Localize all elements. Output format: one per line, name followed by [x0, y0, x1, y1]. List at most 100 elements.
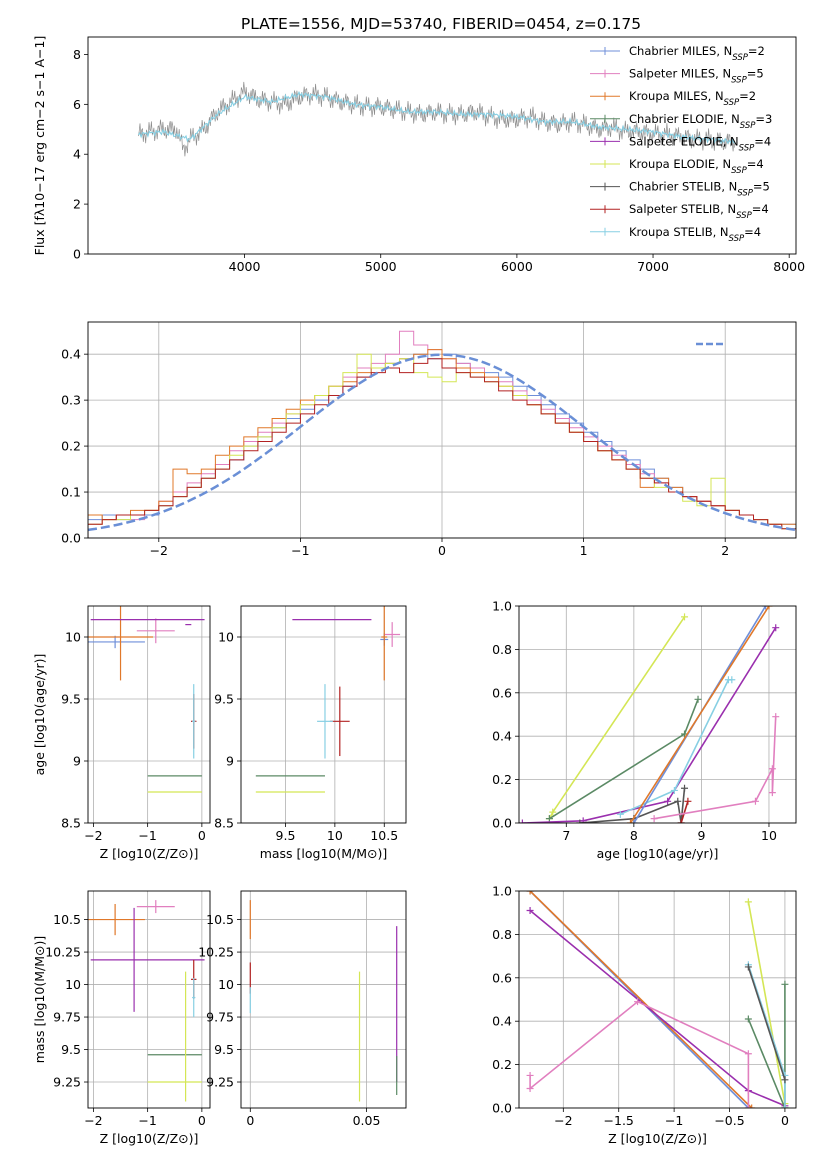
x-axis-label-part: )]	[697, 1131, 707, 1146]
legend-label: Salpeter MILES, NSSP=5	[629, 67, 764, 86]
legend-label-base: Chabrier ELODIE, N	[629, 112, 740, 126]
x-axis-label-part: 10	[136, 846, 152, 861]
y-tick-label: 9.25	[53, 1075, 81, 1090]
x-tick-label: −1	[138, 1113, 156, 1128]
y-tick-label: 4	[73, 147, 81, 162]
legend-label-sub: SSP	[731, 76, 747, 86]
x-tick-label: −1	[291, 543, 309, 558]
y-tick-label: 0.4	[61, 347, 81, 362]
y-tick-label: 9.5	[61, 692, 81, 707]
y-axis-label-part: f	[32, 216, 47, 221]
data-point	[768, 765, 776, 773]
y-tick-label: 0.2	[492, 1057, 512, 1072]
x-tick-label: 0	[198, 1113, 206, 1128]
y-tick-label: 8.5	[214, 816, 234, 831]
histogram-step	[88, 349, 796, 538]
legend-label-sub: SSP	[736, 211, 752, 221]
y-tick-label: 0.4	[492, 729, 512, 744]
legend-label: Kroupa STELIB, NSSP=4	[629, 225, 761, 244]
y-tick-label: 0.1	[61, 485, 81, 500]
y-tick-label: 9.25	[206, 1075, 234, 1090]
x-tick-label: 0.05	[353, 1113, 381, 1128]
legend-label-base: Kroupa MILES, N	[629, 89, 724, 103]
x-axis-label-part: Z [log	[100, 846, 136, 861]
y-tick-label: 9.75	[206, 1010, 234, 1025]
y-axis-label-part: −17	[32, 166, 47, 192]
x-axis-label-part: ⊙	[178, 846, 188, 861]
panel-spectrum: 4000 5000 6000 7000 8000 0 2 4 6 8 Flux [fλ10−17 e…	[32, 36, 805, 274]
figure-title: PLATE=1556, MJD=53740, FIBERID=0454, z=0…	[241, 15, 641, 33]
panel-mass-vs-EBV: 0 0.05 9.25 9.5 9.75 10 10.25 10.5	[198, 890, 407, 1128]
legend-label-base: Chabrier STELIB, N	[629, 180, 737, 194]
plot-area	[519, 891, 796, 1108]
legend-label-rest: =4	[744, 225, 761, 239]
x-axis-label-part: 10	[648, 846, 664, 861]
y-axis-label-part: mass [log	[32, 1003, 47, 1064]
y-tick-label: 8.5	[61, 816, 81, 831]
data-point	[681, 784, 689, 792]
spectrum-line	[138, 81, 736, 157]
y-tick-label: 10.5	[53, 912, 81, 927]
x-tick-label: 0	[781, 1113, 789, 1128]
y-tick-label: 9.5	[214, 692, 234, 707]
x-tick-label: −2	[150, 543, 168, 558]
y-axis-label-part: −1	[32, 71, 47, 89]
data-point	[744, 963, 752, 971]
y-tick-label: 10	[218, 977, 234, 992]
x-axis-label: Z [log10(Z/Z⊙)]	[608, 1131, 707, 1146]
x-tick-label: 7000	[637, 259, 669, 274]
y-tick-label: 0.2	[61, 439, 81, 454]
y-tick-label: 0.4	[492, 1014, 512, 1029]
legend-label-rest: =4	[747, 157, 764, 171]
y-tick-label: 0.0	[492, 816, 512, 831]
y-tick-label: 0.8	[492, 927, 512, 942]
y-tick-label: 0	[73, 247, 81, 262]
axes-frame	[240, 890, 407, 1109]
data-point	[549, 808, 557, 816]
x-axis-label-part: ⊙	[367, 846, 377, 861]
x-tick-label: 1	[580, 543, 588, 558]
y-tick-label: 10	[65, 977, 81, 992]
y-tick-label: 0.8	[492, 642, 512, 657]
y-tick-label: 1.0	[492, 599, 512, 614]
y-tick-label: 10.25	[45, 945, 81, 960]
legend-label: Kroupa MILES, NSSP=2	[629, 89, 756, 108]
y-tick-label: 10.5	[206, 912, 234, 927]
y-tick-label: 0.3	[61, 393, 81, 408]
x-tick-label: −2	[84, 828, 102, 843]
x-axis-label-part: )]	[189, 1131, 199, 1146]
axes-frame	[87, 890, 211, 1109]
panel-mass-weight-vs-Z: −2 −1.5 −1 −0.5 0 0.0 0.2 0.4 0.6 0.8 1.0 Z [log10(…	[492, 884, 797, 1146]
plot-area	[241, 891, 406, 1108]
legend: Chabrier MILES, NSSP=2 Salpeter MILES, NS…	[590, 44, 772, 244]
x-axis-label-part: ⊙	[178, 1131, 188, 1146]
data-point	[526, 907, 534, 915]
data-point	[744, 1104, 752, 1108]
legend-label-sub: SSP	[729, 234, 745, 244]
legend-label-rest: =5	[753, 180, 770, 194]
x-axis-label: age [log10(age/yr)]	[597, 846, 719, 861]
data-point	[674, 797, 682, 805]
series-line	[529, 891, 753, 1108]
data-point	[677, 819, 685, 823]
series-line	[747, 901, 786, 1104]
y-axis-label-part: −1	[32, 41, 47, 59]
normal-curve	[88, 353, 796, 532]
data-point	[744, 898, 752, 906]
data-point	[748, 1104, 756, 1108]
data-point	[526, 891, 534, 895]
legend-label: Chabrier MILES, NSSP=2	[629, 44, 765, 63]
x-axis-label-part: Z [log	[608, 1131, 644, 1146]
x-axis-label-part: Z [log	[100, 1131, 136, 1146]
data-point	[772, 713, 780, 721]
series-line	[548, 616, 686, 820]
y-axis-label-part: ⊙	[32, 945, 47, 955]
data-point	[765, 606, 773, 610]
data-point	[762, 606, 770, 610]
x-tick-label: 8	[630, 828, 638, 843]
y-axis-label-part: λ	[32, 208, 47, 216]
